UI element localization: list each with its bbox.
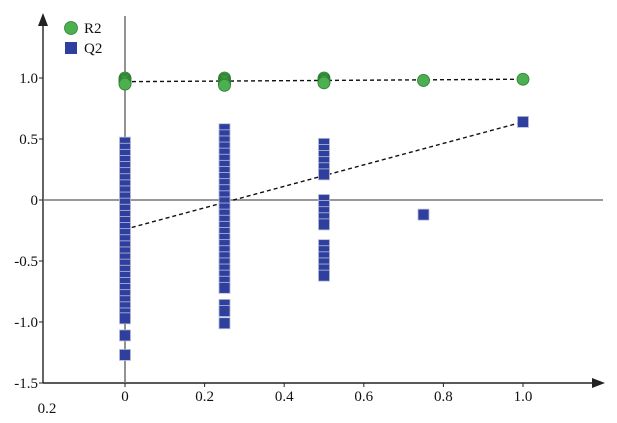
legend-q2-marker (65, 42, 77, 54)
x-axis-arrow (592, 378, 605, 388)
q2-point (318, 168, 330, 181)
r2-markers (118, 71, 530, 92)
q2-point (218, 281, 231, 294)
r2-point (516, 72, 530, 86)
q2-point (218, 305, 231, 317)
q2-point (417, 208, 430, 221)
legend-label: Q2 (84, 41, 102, 57)
y-axis-arrow (38, 13, 48, 26)
x-tick-label: 0.2 (195, 389, 214, 405)
r2-point (417, 74, 430, 87)
q2-point (517, 116, 529, 128)
q2-point (318, 218, 330, 231)
x-tick-label: 1.0 (514, 389, 533, 405)
q2-point (318, 269, 330, 282)
q2-point (119, 329, 131, 342)
x-tick-label: 0.8 (434, 389, 453, 405)
x-tick-label: 0.4 (275, 389, 294, 405)
legend-r2-marker (64, 21, 78, 35)
r2-point (218, 78, 231, 92)
y-tick-label: -0.5 (14, 254, 38, 270)
q2-markers (119, 116, 529, 361)
q2-point (119, 349, 131, 361)
tick-labels: 1.0 0.5 0 -0.5 -1.0 -1.5 0 0.2 0.4 0.6 0.8 1.0 0.2 (14, 71, 532, 417)
y-tick-label: 0 (31, 193, 39, 209)
y-tick-label: -1.5 (14, 376, 38, 392)
r2-point (317, 76, 331, 90)
corner-label: 0.2 (38, 401, 57, 417)
y-tick-label: 1.0 (19, 71, 38, 87)
x-tick-label: 0.6 (354, 389, 373, 405)
q2-point (218, 317, 231, 330)
x-tick-label: 0 (121, 389, 129, 405)
y-tick-label: -1.0 (14, 315, 38, 331)
r2-point (118, 77, 132, 91)
y-tick-label: 0.5 (19, 132, 38, 148)
legend-label: R2 (84, 21, 102, 37)
q2-point (119, 312, 131, 325)
